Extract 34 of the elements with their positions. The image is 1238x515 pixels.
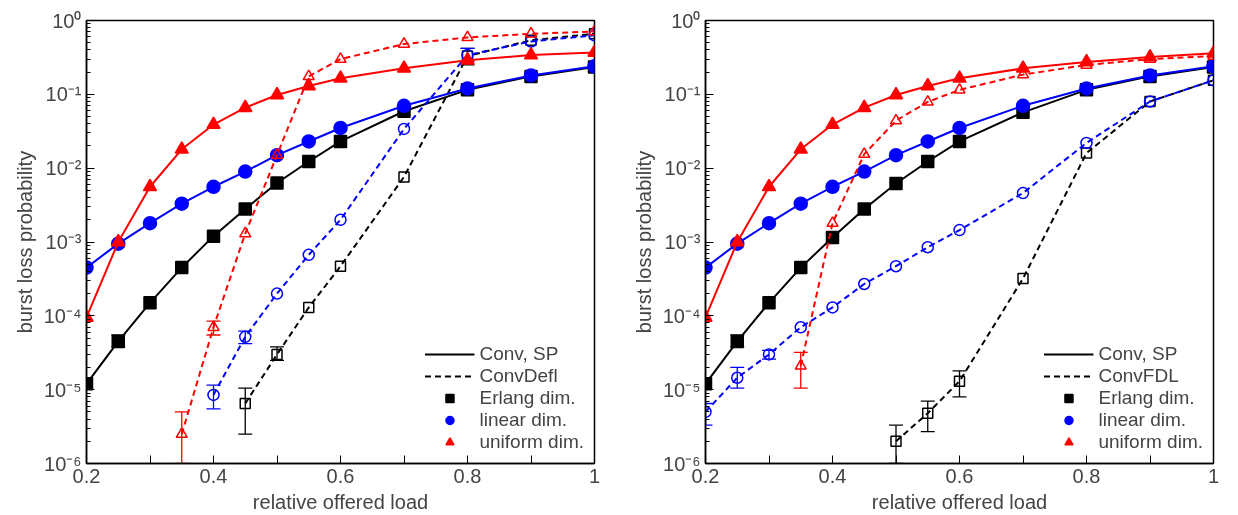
y-tick-label: 10⁻³ bbox=[45, 231, 82, 253]
y-tick-label: 10⁻¹ bbox=[664, 83, 701, 106]
x-tick-label: 1 bbox=[588, 464, 601, 487]
legend-label: uniform dim. bbox=[479, 431, 584, 453]
y-tick-label: 10⁰ bbox=[52, 9, 82, 32]
y-tick-label: 10⁻³ bbox=[664, 231, 701, 253]
x-tick-label: 0.6 bbox=[326, 464, 355, 487]
legend-label: ConvFDL bbox=[1098, 365, 1179, 387]
x-tick-label: 0.4 bbox=[818, 464, 847, 487]
x-tick-label: 0.6 bbox=[945, 464, 974, 487]
x-tick-label: 1 bbox=[1207, 464, 1220, 487]
legend-label: linear dim. bbox=[1098, 409, 1187, 431]
y-tick-label: 10⁻⁵ bbox=[43, 378, 82, 401]
legend-label: Erlang dim. bbox=[479, 387, 576, 409]
y-tick-label: 10⁻⁵ bbox=[662, 378, 701, 401]
y-axis-title: burst loss probability bbox=[632, 150, 655, 334]
legend-label: ConvDefl bbox=[479, 365, 558, 387]
x-tick-label: 0.8 bbox=[1072, 464, 1101, 487]
y-tick-label: 10⁻⁴ bbox=[662, 304, 701, 327]
y-tick-label: 10⁰ bbox=[671, 9, 701, 32]
legend-label: Conv, SP bbox=[1098, 343, 1178, 365]
y-tick-label: 10⁻² bbox=[45, 157, 82, 180]
legend-label: uniform dim. bbox=[1098, 431, 1203, 453]
x-tick-label: 0.4 bbox=[199, 464, 228, 487]
y-axis-title: burst loss probability bbox=[13, 150, 36, 334]
x-tick-label: 0.8 bbox=[453, 464, 482, 487]
legend-label: Erlang dim. bbox=[1098, 387, 1195, 409]
y-tick-label: 10⁻¹ bbox=[45, 83, 82, 106]
legend-label: linear dim. bbox=[479, 409, 568, 431]
x-axis-title: relative offered load bbox=[871, 490, 1048, 513]
legend-label: Conv, SP bbox=[479, 343, 559, 365]
y-tick-label: 10⁻⁴ bbox=[43, 304, 82, 327]
x-axis-title: relative offered load bbox=[252, 490, 429, 513]
y-tick-label: 10⁻² bbox=[664, 157, 701, 180]
